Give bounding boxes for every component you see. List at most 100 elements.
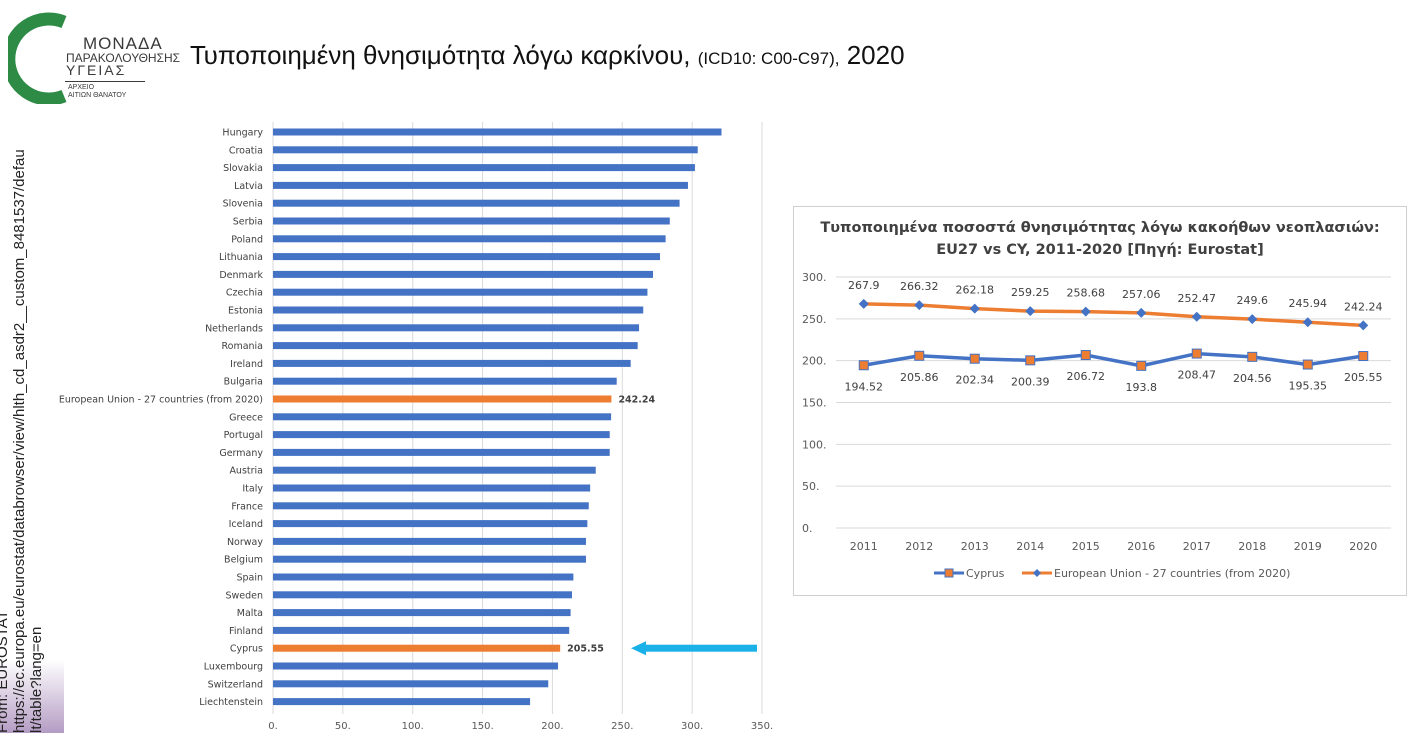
bar-category-label: European Union - 27 countries (from 2020… <box>59 395 263 406</box>
logo-text-3: ΥΓΕΙΑΣ <box>66 62 127 78</box>
line-y-tick-label: 150. <box>802 397 827 410</box>
bar-category-label: Liechtenstein <box>199 697 263 708</box>
logo-text-1: ΜΟΝΑΔΑ <box>83 34 163 53</box>
logo: ΜΟΝΑΔΑ ΠΑΡΑΚΟΛΟΥΘΗΣΗΣ ΥΓΕΙΑΣ ΑΡΧΕΙΟ ΑΙΤΙ… <box>8 8 180 108</box>
eu-point <box>969 303 980 314</box>
cyprus-point <box>969 353 980 364</box>
bar <box>273 342 638 350</box>
bar <box>273 377 617 385</box>
cyprus-data-label: 202.34 <box>956 374 995 387</box>
line-x-tick-label: 2016 <box>1127 540 1155 553</box>
bar-category-label: Bulgaria <box>224 377 263 388</box>
bar-category-label: Latvia <box>234 181 263 192</box>
bar-category-label: Netherlands <box>205 323 263 334</box>
legend-cyprus-marker <box>944 568 954 578</box>
logo-text-4: ΑΡΧΕΙΟ <box>68 84 95 91</box>
bar-category-label: Germany <box>219 448 263 459</box>
cyprus-point <box>1358 351 1369 362</box>
bar-x-tick-label: 150. <box>471 721 493 732</box>
line-x-tick-label: 2011 <box>850 540 878 553</box>
eu-data-label: 252.47 <box>1178 292 1217 305</box>
bar-category-label: Croatia <box>229 145 263 156</box>
sidebar-accent <box>0 660 64 733</box>
bar-x-tick-label: 250. <box>611 721 633 732</box>
cyprus-point <box>1191 348 1202 359</box>
bar <box>273 573 574 581</box>
bar-category-label: Sweden <box>225 590 263 601</box>
cyprus-point <box>1247 351 1258 362</box>
bar <box>273 520 588 528</box>
bar <box>273 502 589 510</box>
bar <box>273 484 591 492</box>
title-year: 2020 <box>846 40 905 70</box>
bar <box>273 662 559 670</box>
eu-point <box>1136 307 1147 318</box>
line-y-tick-label: 200. <box>802 355 827 368</box>
bar-highlight <box>273 644 561 652</box>
logo-text-2: ΠΑΡΑΚΟΛΟΥΘΗΣΗΣ <box>66 51 181 65</box>
eu-point <box>1025 306 1036 317</box>
bar-category-label: Finland <box>229 626 263 637</box>
cyprus-point <box>858 360 869 371</box>
bar-category-label: Czechia <box>226 288 263 299</box>
bar-x-tick-label: 50. <box>335 721 351 732</box>
bar <box>273 448 610 456</box>
cyprus-point <box>914 350 925 361</box>
legend-cyprus-label: Cyprus <box>966 567 1005 580</box>
bar-category-label: Italy <box>242 484 263 495</box>
bar-category-label: Luxembourg <box>204 662 263 673</box>
bar-category-label: Austria <box>229 466 263 477</box>
eu-data-label: 262.18 <box>956 284 995 297</box>
eu-data-label: 257.06 <box>1122 288 1161 301</box>
title-code: (ICD10: C00-C97), <box>697 49 840 68</box>
line-x-tick-label: 2020 <box>1349 540 1377 553</box>
logo-divider <box>65 81 145 82</box>
line-x-tick-label: 2014 <box>1016 540 1044 553</box>
cyprus-data-label: 205.55 <box>1344 371 1383 384</box>
bar-category-label: Cyprus <box>230 644 263 655</box>
bar-x-tick-label: 350. <box>751 721 773 732</box>
bar <box>273 626 570 634</box>
bar-category-label: Iceland <box>229 519 263 530</box>
bar <box>273 128 722 136</box>
bar <box>273 306 644 314</box>
line-x-tick-label: 2015 <box>1072 540 1100 553</box>
cyprus-data-label: 204.56 <box>1233 372 1272 385</box>
eu-point <box>858 298 869 309</box>
line-y-tick-label: 300. <box>802 271 827 284</box>
bar-category-label: Norway <box>227 537 263 548</box>
bar-category-label: Estonia <box>228 306 263 317</box>
logo-arc-icon <box>8 12 67 104</box>
eu-point <box>1191 311 1202 322</box>
line-x-tick-label: 2013 <box>961 540 989 553</box>
eu-point <box>914 300 925 311</box>
bar-category-label: Poland <box>231 234 263 245</box>
cyprus-data-label: 195.35 <box>1289 380 1328 393</box>
legend-eu-label: European Union - 27 countries (from 2020… <box>1054 567 1290 580</box>
eu-data-label: 258.68 <box>1067 287 1106 300</box>
bar-category-label: Malta <box>237 608 263 619</box>
pointer-arrow-icon <box>631 641 646 656</box>
bar <box>273 680 549 688</box>
bar-category-label: Belgium <box>224 555 263 566</box>
eu-point <box>1080 306 1091 317</box>
bar-category-label: Switzerland <box>208 679 263 690</box>
page-title: Τυποποιημένη θνησιμότητα λόγω καρκίνου, … <box>190 40 905 71</box>
bar <box>273 413 612 421</box>
bar-x-tick-label: 0. <box>268 721 278 732</box>
line-y-tick-label: 100. <box>802 438 827 451</box>
legend-eu-marker <box>1033 569 1041 577</box>
bar-data-label: 205.55 <box>567 644 604 655</box>
bar-category-label: Ireland <box>230 359 263 370</box>
line-x-tick-label: 2019 <box>1294 540 1322 553</box>
bar-category-label: Portugal <box>224 430 263 441</box>
cyprus-data-label: 194.52 <box>845 380 884 393</box>
bar-x-tick-label: 200. <box>541 721 563 732</box>
cyprus-data-label: 205.86 <box>900 371 939 384</box>
cyprus-point <box>1302 359 1313 370</box>
bar <box>273 591 572 599</box>
bar <box>273 359 631 367</box>
cyprus-series-line <box>863 351 1364 368</box>
bar-category-label: Serbia <box>233 217 263 228</box>
bar-category-label: Lithuania <box>219 252 263 263</box>
